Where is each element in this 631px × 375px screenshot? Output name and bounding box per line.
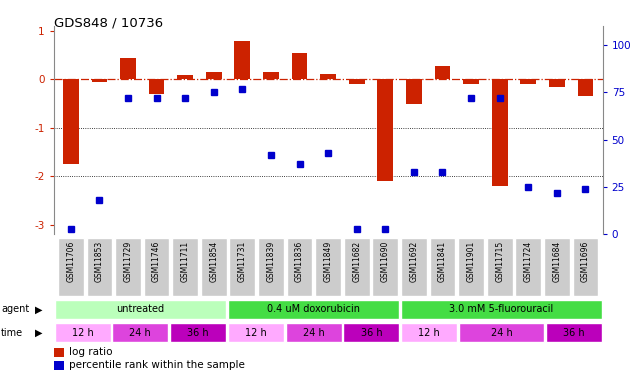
Bar <box>235 41 251 80</box>
FancyBboxPatch shape <box>172 238 198 296</box>
Text: 0.4 uM doxorubicin: 0.4 uM doxorubicin <box>267 304 360 314</box>
Bar <box>206 72 221 80</box>
Bar <box>321 74 336 80</box>
FancyBboxPatch shape <box>544 238 570 296</box>
Bar <box>463 80 479 84</box>
Bar <box>349 80 365 84</box>
Text: agent: agent <box>1 304 30 314</box>
Text: GSM11839: GSM11839 <box>266 240 276 282</box>
Text: GSM11696: GSM11696 <box>581 240 590 282</box>
Bar <box>63 80 79 164</box>
Bar <box>377 80 393 181</box>
Text: 24 h: 24 h <box>303 328 324 338</box>
Text: 36 h: 36 h <box>361 328 382 338</box>
Text: 3.0 mM 5-fluorouracil: 3.0 mM 5-fluorouracil <box>449 304 553 314</box>
FancyBboxPatch shape <box>430 238 456 296</box>
Bar <box>54 348 64 357</box>
FancyBboxPatch shape <box>372 238 398 296</box>
Text: 24 h: 24 h <box>129 328 151 338</box>
Text: GDS848 / 10736: GDS848 / 10736 <box>54 17 163 30</box>
FancyBboxPatch shape <box>487 238 512 296</box>
FancyBboxPatch shape <box>144 238 170 296</box>
Text: untreated: untreated <box>116 304 165 314</box>
Text: GSM11729: GSM11729 <box>124 240 133 282</box>
FancyBboxPatch shape <box>401 238 427 296</box>
Bar <box>149 80 165 94</box>
Text: GSM11711: GSM11711 <box>180 240 190 282</box>
Bar <box>549 80 565 87</box>
FancyBboxPatch shape <box>201 238 227 296</box>
FancyBboxPatch shape <box>258 238 284 296</box>
FancyBboxPatch shape <box>228 323 284 342</box>
Text: percentile rank within the sample: percentile rank within the sample <box>69 360 245 370</box>
Text: 36 h: 36 h <box>187 328 209 338</box>
Text: GSM11746: GSM11746 <box>152 240 161 282</box>
Text: GSM11901: GSM11901 <box>466 240 476 282</box>
Bar <box>435 66 451 80</box>
Text: GSM11682: GSM11682 <box>352 240 361 282</box>
FancyBboxPatch shape <box>572 238 598 296</box>
Bar <box>292 53 307 80</box>
FancyBboxPatch shape <box>112 323 168 342</box>
Text: GSM11849: GSM11849 <box>324 240 333 282</box>
Text: ▶: ▶ <box>35 328 42 338</box>
FancyBboxPatch shape <box>86 238 112 296</box>
Text: ▶: ▶ <box>35 304 42 314</box>
Text: GSM11731: GSM11731 <box>238 240 247 282</box>
FancyBboxPatch shape <box>344 238 370 296</box>
Text: GSM11836: GSM11836 <box>295 240 304 282</box>
FancyBboxPatch shape <box>54 323 110 342</box>
Text: GSM11706: GSM11706 <box>66 240 75 282</box>
Bar <box>177 75 193 80</box>
Bar <box>263 72 279 80</box>
FancyBboxPatch shape <box>228 300 399 319</box>
Text: GSM11715: GSM11715 <box>495 240 504 282</box>
Bar <box>577 80 593 96</box>
FancyBboxPatch shape <box>458 238 484 296</box>
FancyBboxPatch shape <box>54 300 226 319</box>
Text: time: time <box>1 328 23 338</box>
Bar <box>120 58 136 80</box>
FancyBboxPatch shape <box>343 323 399 342</box>
FancyBboxPatch shape <box>401 323 457 342</box>
FancyBboxPatch shape <box>230 238 255 296</box>
Text: GSM11684: GSM11684 <box>552 240 562 282</box>
Bar <box>54 361 64 370</box>
Bar <box>492 80 507 186</box>
FancyBboxPatch shape <box>286 238 312 296</box>
Bar <box>521 80 536 84</box>
Text: GSM11692: GSM11692 <box>410 240 418 282</box>
Text: 36 h: 36 h <box>563 328 584 338</box>
Text: GSM11854: GSM11854 <box>209 240 218 282</box>
Text: GSM11724: GSM11724 <box>524 240 533 282</box>
FancyBboxPatch shape <box>546 323 602 342</box>
FancyBboxPatch shape <box>459 323 544 342</box>
Text: GSM11853: GSM11853 <box>95 240 104 282</box>
Text: GSM11841: GSM11841 <box>438 240 447 282</box>
Text: 12 h: 12 h <box>245 328 267 338</box>
Text: 12 h: 12 h <box>418 328 440 338</box>
Bar <box>91 80 107 82</box>
Text: 24 h: 24 h <box>491 328 512 338</box>
FancyBboxPatch shape <box>115 238 141 296</box>
FancyBboxPatch shape <box>170 323 226 342</box>
FancyBboxPatch shape <box>58 238 84 296</box>
FancyBboxPatch shape <box>401 300 602 319</box>
Text: log ratio: log ratio <box>69 348 112 357</box>
Text: GSM11690: GSM11690 <box>380 240 390 282</box>
FancyBboxPatch shape <box>516 238 541 296</box>
Text: 12 h: 12 h <box>72 328 93 338</box>
FancyBboxPatch shape <box>316 238 341 296</box>
FancyBboxPatch shape <box>286 323 342 342</box>
Bar <box>406 80 422 104</box>
